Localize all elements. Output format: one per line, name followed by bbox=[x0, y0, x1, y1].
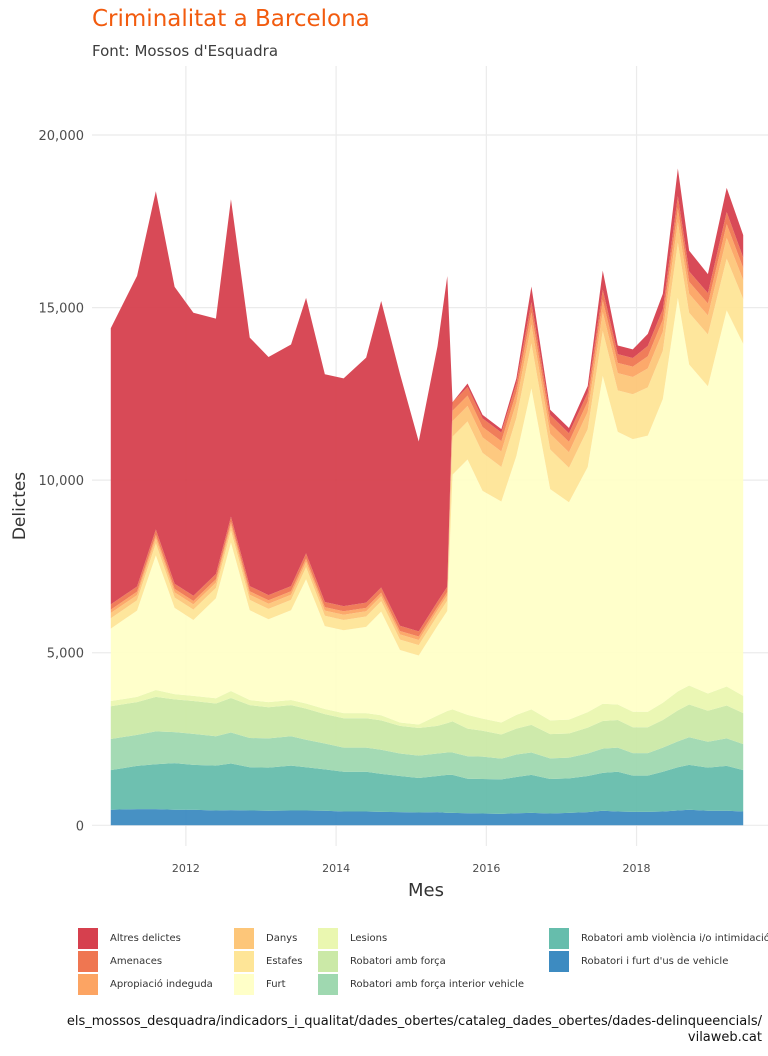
legend-item: Furt bbox=[234, 974, 286, 995]
x-axis-label: Mes bbox=[408, 880, 444, 901]
legend-label: Danys bbox=[266, 933, 298, 944]
y-tick-label: 15,000 bbox=[39, 302, 85, 317]
legend-label: Robatori amb força interior vehicle bbox=[350, 979, 525, 990]
legend-key bbox=[318, 928, 338, 949]
x-tick-label: 2018 bbox=[623, 862, 651, 875]
area-series-4 bbox=[110, 685, 744, 735]
x-tick-label: 2014 bbox=[322, 862, 350, 875]
x-tick-labels: 2012 2014 2016 2018 bbox=[172, 862, 651, 875]
legend-label: Robatori i furt d'us de vehicle bbox=[581, 956, 729, 967]
y-axis-label-wrap: Delictes bbox=[8, 472, 30, 540]
area-series-1 bbox=[110, 763, 744, 814]
legend-key bbox=[318, 951, 338, 972]
legend-item: Altres delictes bbox=[78, 928, 181, 949]
y-tick-label: 5,000 bbox=[47, 647, 84, 662]
legend-label: Robatori amb força bbox=[350, 956, 446, 967]
legend-key bbox=[234, 928, 254, 949]
legend: Altres delictes Amenaces Apropiació inde… bbox=[78, 928, 768, 998]
legend-label: Lesions bbox=[350, 933, 388, 944]
chart-title: Criminalitat a Barcelona bbox=[92, 6, 370, 32]
source-caption-site: vilaweb.cat bbox=[687, 1030, 762, 1045]
legend-key bbox=[78, 951, 98, 972]
y-tick-label: 0 bbox=[76, 819, 84, 834]
legend-label: Estafes bbox=[266, 956, 303, 967]
legend-label: Apropiació indeguda bbox=[110, 979, 213, 990]
legend-label: Robatori amb violència i/o intimidació bbox=[581, 933, 768, 944]
legend-item: Estafes bbox=[234, 951, 302, 972]
legend-item: Danys bbox=[234, 928, 297, 949]
y-tick-label: 10,000 bbox=[39, 474, 85, 489]
legend-key bbox=[234, 951, 254, 972]
y-tick-labels: 0 5,000 10,000 15,000 20,000 bbox=[39, 129, 85, 834]
legend-item: Robatori amb violència i/o intimidació bbox=[549, 928, 768, 949]
area-series-6 bbox=[110, 242, 744, 656]
chart-subtitle: Font: Mossos d'Esquadra bbox=[92, 42, 279, 60]
legend-label: Amenaces bbox=[110, 956, 163, 967]
legend-item: Lesions bbox=[318, 928, 387, 949]
y-axis-label: Delictes bbox=[10, 471, 31, 541]
legend-key bbox=[78, 974, 98, 995]
x-tick-label: 2012 bbox=[172, 862, 200, 875]
legend-item: Robatori amb força interior vehicle bbox=[318, 974, 524, 995]
legend-key bbox=[234, 974, 254, 995]
legend-key bbox=[549, 928, 569, 949]
legend-item: Amenaces bbox=[78, 951, 162, 972]
y-tick-label: 20,000 bbox=[39, 129, 85, 144]
area-layers bbox=[110, 168, 744, 826]
source-caption: els_mossos_desquadra/indicadors_i_qualit… bbox=[67, 1014, 762, 1046]
area-series-0 bbox=[110, 809, 744, 826]
area-series-5 bbox=[110, 297, 744, 725]
legend-key bbox=[78, 928, 98, 949]
area-series-3 bbox=[110, 696, 744, 759]
legend-key bbox=[549, 951, 569, 972]
source-caption-url: els_mossos_desquadra/indicadors_i_qualit… bbox=[66, 1014, 762, 1029]
legend-item: Apropiació indeguda bbox=[78, 974, 213, 995]
legend-item: Robatori amb força bbox=[318, 951, 446, 972]
area-series-10 bbox=[110, 168, 744, 632]
legend-key bbox=[318, 974, 338, 995]
area-series-2 bbox=[110, 731, 744, 780]
legend-label: Furt bbox=[266, 979, 286, 990]
x-tick-label: 2016 bbox=[472, 862, 500, 875]
legend-item: Robatori i furt d'us de vehicle bbox=[549, 951, 728, 972]
legend-label: Altres delictes bbox=[110, 933, 181, 944]
